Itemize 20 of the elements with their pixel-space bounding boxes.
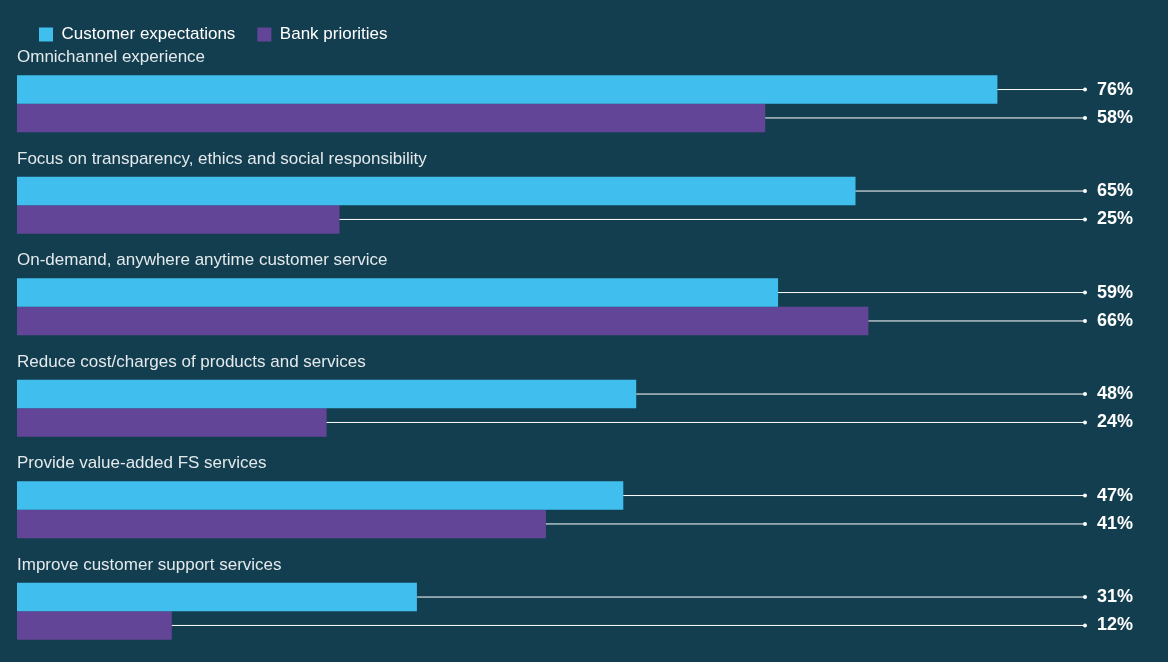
y-tick-label: On-demand, anywhere anytime customer service (17, 250, 388, 270)
data-label: 59% (1097, 281, 1134, 302)
y-tick-label: Improve customer support services (17, 554, 282, 574)
legend-label: Bank priorities (279, 24, 388, 44)
data-label: 31% (1097, 586, 1134, 607)
data-label: 41% (1097, 512, 1134, 533)
data-label: 58% (1097, 106, 1134, 127)
data-label: 48% (1097, 383, 1134, 404)
data-label: 25% (1097, 208, 1134, 229)
y-tick-label: Omnichannel experience (17, 47, 206, 67)
y-tick-label: Provide value-added FS services (17, 453, 267, 473)
y-tick-label: Focus on transparency, ethics and social responsibility (17, 148, 428, 168)
data-label: 47% (1097, 484, 1134, 505)
data-label: 12% (1097, 614, 1134, 635)
legend-label: Customer expectations (61, 24, 236, 44)
data-label: 76% (1097, 78, 1134, 99)
data-label: 24% (1097, 411, 1134, 432)
data-label: 66% (1097, 309, 1134, 330)
y-tick-label: Reduce cost/charges of products and services (17, 351, 366, 371)
data-label: 65% (1097, 180, 1134, 201)
